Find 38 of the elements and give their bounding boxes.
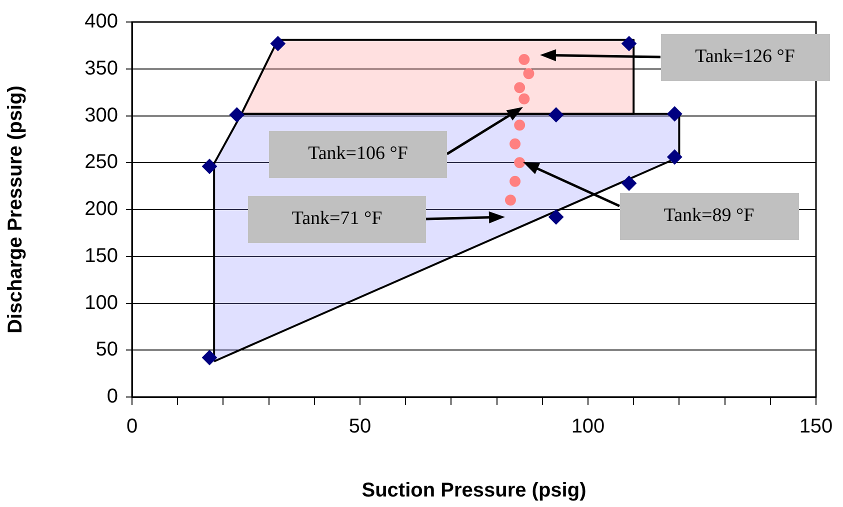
point bbox=[622, 36, 637, 52]
y-tick-label: 300 bbox=[84, 104, 118, 126]
x-tick-label: 100 bbox=[571, 416, 605, 438]
point bbox=[622, 176, 637, 191]
point bbox=[510, 138, 521, 150]
y-tick-label: 350 bbox=[84, 57, 118, 80]
point bbox=[523, 68, 534, 80]
x-tick-label: 50 bbox=[348, 416, 372, 438]
point bbox=[504, 194, 516, 206]
y-tick-label: 0 bbox=[106, 386, 118, 408]
point bbox=[202, 158, 218, 174]
callout-box: Tank=106 °F bbox=[269, 130, 447, 178]
callout-box: Tank=71 °F bbox=[248, 196, 426, 242]
point bbox=[510, 176, 521, 187]
point bbox=[270, 36, 286, 52]
x-axis-title: Suction Pressure (psig) bbox=[362, 480, 586, 502]
callout-box: Tank=126 °F bbox=[660, 34, 830, 80]
x-tick-label: 150 bbox=[799, 416, 833, 438]
point bbox=[229, 107, 244, 122]
y-tick-label: 400 bbox=[84, 10, 118, 33]
point bbox=[548, 210, 564, 224]
y-tick-label: 250 bbox=[84, 151, 118, 174]
point bbox=[548, 107, 564, 122]
point bbox=[518, 54, 530, 65]
point bbox=[514, 82, 526, 94]
point bbox=[202, 350, 218, 366]
point bbox=[667, 150, 682, 164]
y-tick-label: 50 bbox=[96, 338, 118, 361]
callout-box: Tank=89 °F bbox=[620, 192, 798, 240]
x-tick-label: 0 bbox=[126, 416, 138, 438]
y-tick-label: 150 bbox=[84, 244, 118, 267]
y-tick-label: 200 bbox=[84, 198, 118, 220]
point bbox=[667, 106, 682, 122]
y-tick-label: 100 bbox=[84, 292, 118, 314]
point bbox=[514, 120, 526, 131]
point bbox=[514, 157, 526, 168]
y-axis-title: Discharge Pressure (psig) bbox=[4, 86, 27, 334]
point bbox=[518, 93, 530, 104]
